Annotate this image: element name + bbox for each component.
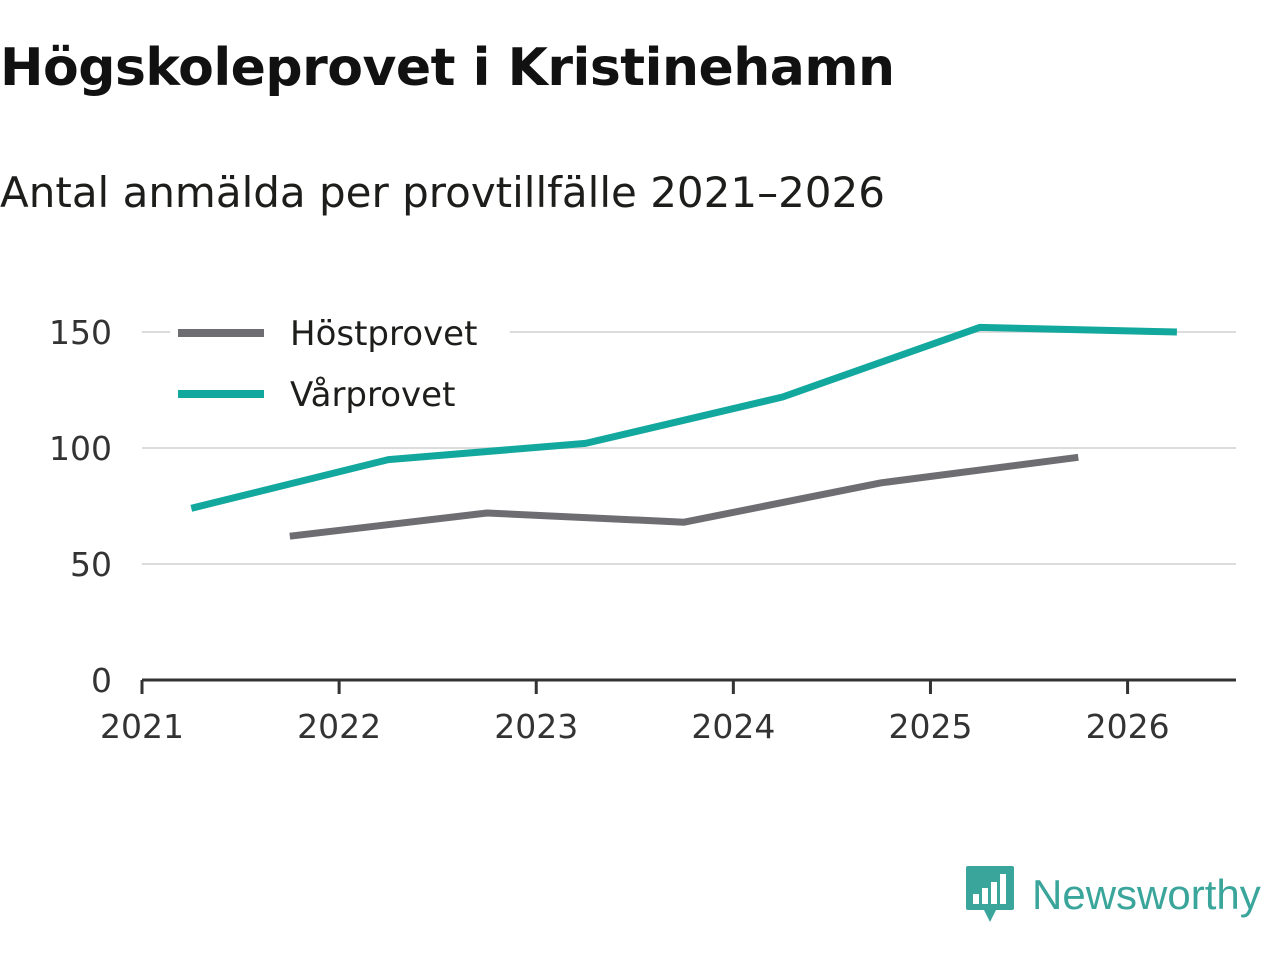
line-chart: 0 50 100 150 2021 2022 2023 2024 2025 2026 Höstp…: [49, 305, 1236, 746]
legend-label: Vårprovet: [290, 375, 455, 415]
y-tick-label: 50: [70, 545, 112, 584]
chart-title: Högskoleprovet i Kristinehamn: [0, 38, 895, 98]
x-tick-label: 2024: [691, 707, 775, 746]
legend: Höstprovet Vårprovet: [170, 305, 510, 418]
series-lines: [190, 323, 1177, 540]
x-tick-label: 2025: [888, 707, 972, 746]
x-tick-label: 2021: [100, 707, 184, 746]
x-tick-label: 2022: [297, 707, 381, 746]
newsworthy-logo: Newsworthy: [964, 864, 1261, 926]
y-tick-label: 150: [49, 313, 112, 352]
x-tick-label: 2026: [1086, 707, 1170, 746]
y-tick-label: 100: [49, 429, 112, 468]
x-axis: 2021 2022 2023 2024 2025 2026: [100, 678, 1236, 746]
brand-name: Newsworthy: [1032, 871, 1261, 918]
series-line-hostprovet: [289, 453, 1079, 540]
newsworthy-logo-icon: [966, 866, 1014, 922]
x-tick-label: 2023: [494, 707, 578, 746]
series-line-varprovet: [190, 323, 1177, 512]
legend-label: Höstprovet: [290, 314, 477, 354]
chart-subtitle: Antal anmälda per provtillfälle 2021–202…: [0, 168, 885, 217]
y-tick-label: 0: [91, 661, 112, 700]
